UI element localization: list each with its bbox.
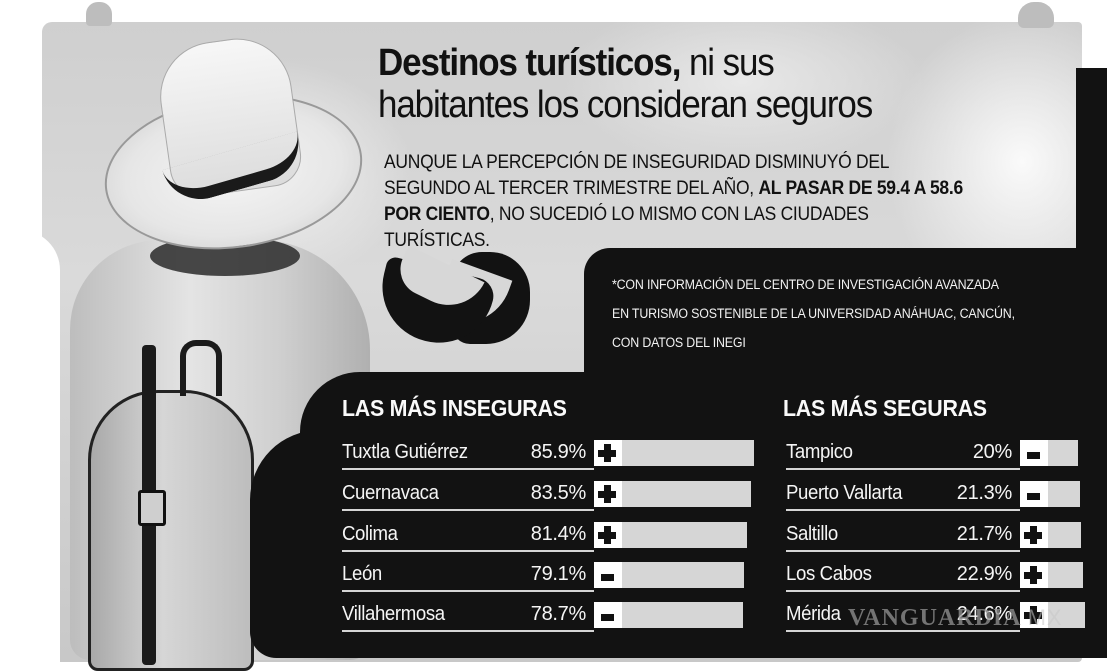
percentage: 78.7% bbox=[530, 603, 587, 625]
plus-icon bbox=[598, 444, 616, 462]
row-divider bbox=[786, 468, 1020, 470]
backpack-handle-illustration bbox=[180, 340, 222, 396]
table-row: Mérida 24.6% bbox=[786, 600, 1086, 632]
minus-icon bbox=[601, 614, 614, 621]
city-name: Tuxtla Gutiérrez bbox=[342, 441, 468, 463]
minus-icon bbox=[1027, 452, 1040, 459]
city-name: Saltillo bbox=[786, 523, 838, 545]
lead-part1: AUNQUE LA PERCEPCIÓN DE INSEGURIDAD DISM… bbox=[384, 152, 889, 199]
city-name: León bbox=[342, 563, 382, 585]
backpack-buckle-illustration bbox=[138, 490, 166, 526]
lead-paragraph: AUNQUE LA PERCEPCIÓN DE INSEGURIDAD DISM… bbox=[384, 150, 973, 254]
percentage: 85.9% bbox=[530, 441, 587, 463]
table-row: Tampico 20% bbox=[786, 438, 1086, 470]
row-divider bbox=[786, 550, 1020, 552]
value-bar bbox=[1020, 602, 1085, 628]
value-bar bbox=[1020, 481, 1080, 507]
percentage: 22.9% bbox=[956, 563, 1013, 585]
plus-icon bbox=[1024, 606, 1042, 624]
percentage: 20% bbox=[972, 441, 1012, 463]
table-row: Cuernavaca 83.5% bbox=[342, 479, 762, 511]
headline-bold: Destinos turísticos, bbox=[378, 42, 681, 84]
dark-panel-curve bbox=[250, 430, 320, 658]
plus-icon bbox=[598, 485, 616, 503]
row-divider bbox=[342, 509, 594, 511]
insecure-title: LAS MÁS INSEGURAS bbox=[342, 395, 567, 421]
watermark-brand: VANGUARDIA bbox=[848, 605, 1022, 631]
plus-icon bbox=[598, 526, 616, 544]
plus-icon bbox=[1024, 526, 1042, 544]
background-edge-right bbox=[1018, 2, 1054, 28]
value-bar bbox=[594, 522, 747, 548]
source-note: *CON INFORMACIÓN DEL CENTRO DE INVESTIGA… bbox=[612, 270, 1015, 357]
headline: Destinos turísticos, ni sus habitantes l… bbox=[378, 42, 873, 126]
table-row: Puerto Vallarta 21.3% bbox=[786, 479, 1086, 511]
percentage: 21.3% bbox=[956, 482, 1013, 504]
city-name: Cuernavaca bbox=[342, 482, 439, 504]
table-row: Los Cabos 22.9% bbox=[786, 560, 1086, 592]
background-edge-left bbox=[86, 2, 112, 26]
value-bar bbox=[1020, 440, 1078, 466]
table-row: Colima 81.4% bbox=[342, 520, 762, 552]
watermark: VANGUARDIA MX bbox=[848, 605, 1063, 632]
plus-icon bbox=[1024, 566, 1042, 584]
row-divider bbox=[342, 468, 594, 470]
city-name: Puerto Vallarta bbox=[786, 482, 903, 504]
source-line: CON DATOS DEL INEGI bbox=[612, 335, 746, 350]
value-bar bbox=[594, 481, 751, 507]
source-line: *CON INFORMACIÓN DEL CENTRO DE INVESTIGA… bbox=[612, 277, 999, 292]
secure-title: LAS MÁS SEGURAS bbox=[783, 395, 987, 421]
percentage: 81.4% bbox=[530, 523, 587, 545]
lead-bold: AL PASAR DE 59.4 A 58.6 POR CIENTO bbox=[384, 178, 963, 225]
minus-icon bbox=[601, 574, 614, 581]
row-divider bbox=[786, 509, 1020, 511]
backpack-illustration bbox=[88, 390, 254, 671]
dark-panel-top bbox=[584, 248, 1082, 378]
city-name: Villahermosa bbox=[342, 603, 445, 625]
source-line: EN TURISMO SOSTENIBLE DE LA UNIVERSIDAD … bbox=[612, 306, 1015, 321]
headline-rest: ni sus bbox=[680, 42, 775, 84]
city-name: Colima bbox=[342, 523, 398, 545]
row-divider bbox=[786, 590, 1020, 592]
background-cutout bbox=[0, 230, 60, 670]
value-bar bbox=[594, 440, 754, 466]
value-bar bbox=[1020, 522, 1081, 548]
row-divider bbox=[342, 630, 594, 632]
city-name: Los Cabos bbox=[786, 563, 872, 585]
table-row: Saltillo 21.7% bbox=[786, 520, 1086, 552]
table-row: Villahermosa 78.7% bbox=[342, 600, 762, 632]
row-divider bbox=[342, 590, 594, 592]
table-row: León 79.1% bbox=[342, 560, 762, 592]
percentage: 83.5% bbox=[530, 482, 587, 504]
headline-line2: habitantes los consideran seguros bbox=[378, 84, 873, 126]
watermark-suffix: MX bbox=[1027, 605, 1063, 630]
minus-icon bbox=[1027, 493, 1040, 500]
row-divider bbox=[342, 550, 594, 552]
value-bar bbox=[1020, 562, 1083, 588]
value-bar bbox=[594, 562, 744, 588]
city-name: Mérida bbox=[786, 603, 841, 625]
value-bar bbox=[594, 602, 743, 628]
percentage: 79.1% bbox=[530, 563, 587, 585]
percentage: 21.7% bbox=[956, 523, 1013, 545]
table-row: Tuxtla Gutiérrez 85.9% bbox=[342, 438, 762, 470]
city-name: Tampico bbox=[786, 441, 853, 463]
percentage: 24.6% bbox=[956, 603, 1013, 625]
row-divider bbox=[786, 630, 1020, 632]
